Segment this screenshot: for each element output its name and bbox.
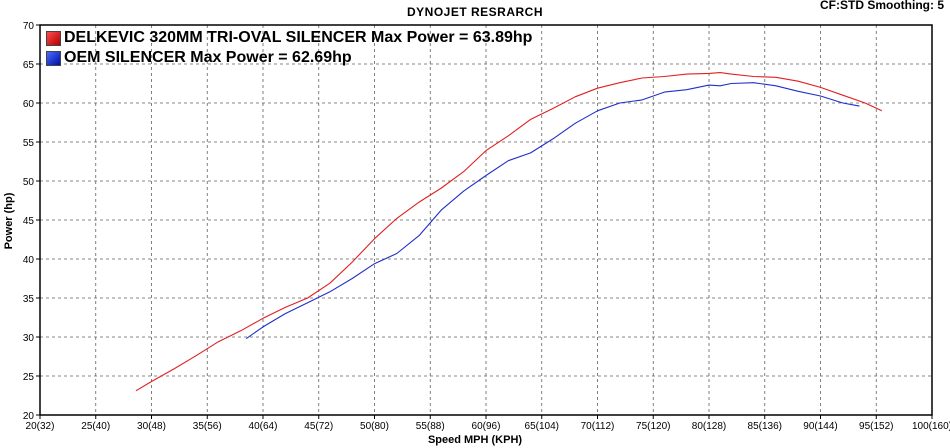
x-tick-label: 80(128) [692,421,726,432]
x-tick-label: 35(56) [193,421,222,432]
tick-labels: 20(32) 25(40) 30(48) 35(56) 40(64) 45(72) 50(8… [23,21,950,432]
x-tick-label: 90(144) [803,421,837,432]
x-tick-label: 70(112) [581,421,615,432]
x-tick-label: 85(136) [748,421,782,432]
x-axis-label: Speed MPH (KPH) [427,434,523,446]
legend-label-delkevic: DELKEVIC 320MM TRI-OVAL SILENCER Max Pow… [64,29,533,46]
x-tick-label: 30(48) [137,421,166,432]
y-tick-label: 45 [23,216,35,227]
x-tick-label: 25(40) [81,421,110,432]
series-lines [135,72,883,392]
y-tick-label: 40 [23,255,35,266]
y-tick-label: 70 [23,21,35,32]
x-tick-label: 55(88) [416,421,445,432]
y-tick-label: 30 [23,333,35,344]
y-tick-label: 50 [23,177,35,188]
x-tick-label: 50(80) [360,421,389,432]
x-tick-label: 95(152) [859,421,893,432]
grid [40,25,932,415]
legend-item-oem: OEM SILENCER Max Power = 62.69hp [46,49,352,67]
x-tick-label: 100(160) [912,421,950,432]
legend-label-oem: OEM SILENCER Max Power = 62.69hp [64,49,352,66]
x-tick-label: 60(96) [472,421,501,432]
x-tick-label: 65(104) [525,421,559,432]
y-tick-label: 65 [23,60,35,71]
series-line-oem [245,82,860,340]
y-tick-label: 35 [23,294,35,305]
y-tick-label: 55 [23,138,35,149]
y-tick-label: 60 [23,99,35,110]
chart-title: DYNOJET RESRARCH [406,5,543,19]
legend-swatch-blue [46,50,61,66]
x-tick-label: 40(64) [249,421,278,432]
correction-factor-label: CF:STD Smoothing: 5 [820,0,944,12]
y-tick-label: 25 [23,372,35,383]
x-tick-label: 20(32) [26,421,55,432]
plot-frame [39,24,933,416]
series-line-delkevic [135,72,883,392]
legend-item-delkevic: DELKEVIC 320MM TRI-OVAL SILENCER Max Pow… [46,29,532,47]
x-tick-label: 45(72) [304,421,333,432]
legend-swatch-red [46,30,61,46]
x-tick-label: 75(120) [636,421,670,432]
y-tick-label: 20 [23,411,35,422]
